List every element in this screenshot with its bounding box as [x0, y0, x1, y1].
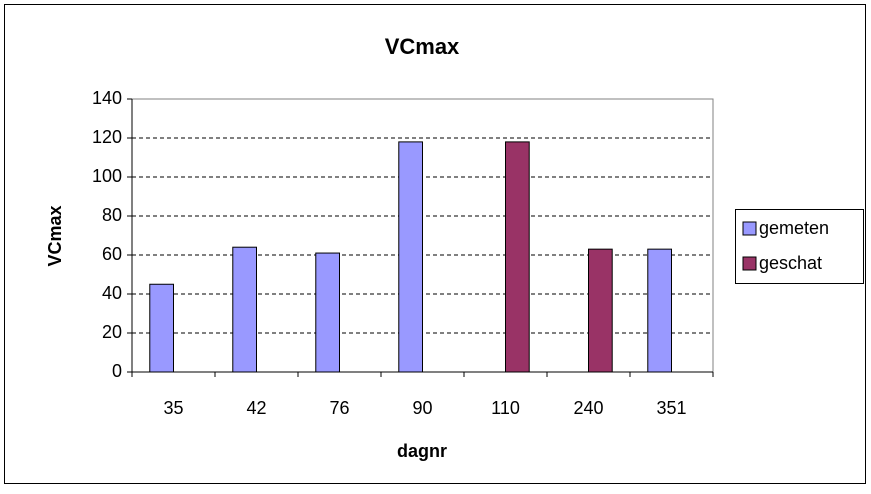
chart-title: VCmax — [385, 34, 460, 59]
x-tick-label: 76 — [329, 398, 349, 418]
x-tick-label: 351 — [656, 398, 686, 418]
y-tick-label: 40 — [102, 283, 122, 303]
y-tick-label: 120 — [92, 127, 122, 147]
legend-swatch — [742, 256, 757, 271]
y-tick-label: 0 — [112, 361, 122, 381]
y-tick-label: 20 — [102, 322, 122, 342]
y-axis-title: VCmax — [45, 205, 65, 266]
y-tick-label: 60 — [102, 244, 122, 264]
x-tick-label: 110 — [491, 398, 520, 418]
legend-swatch — [742, 221, 757, 236]
x-tick-label: 35 — [163, 398, 183, 418]
bar — [149, 283, 175, 373]
y-tick-label: 140 — [92, 88, 122, 108]
x-tick-label: 90 — [412, 398, 432, 418]
y-tick-label: 80 — [102, 205, 122, 225]
bar — [505, 141, 530, 373]
x-tick-label: 240 — [573, 398, 603, 418]
y-tick-label: 100 — [92, 166, 122, 186]
bar — [315, 252, 340, 373]
x-tick-label: 42 — [246, 398, 266, 418]
bar — [647, 248, 672, 373]
legend-label: gemeten — [759, 218, 829, 238]
legend-label: geschat — [759, 253, 822, 273]
bar — [232, 246, 258, 373]
legend — [735, 209, 864, 284]
bar — [588, 248, 613, 373]
bar — [398, 141, 423, 373]
x-axis-title: dagnr — [397, 441, 447, 461]
